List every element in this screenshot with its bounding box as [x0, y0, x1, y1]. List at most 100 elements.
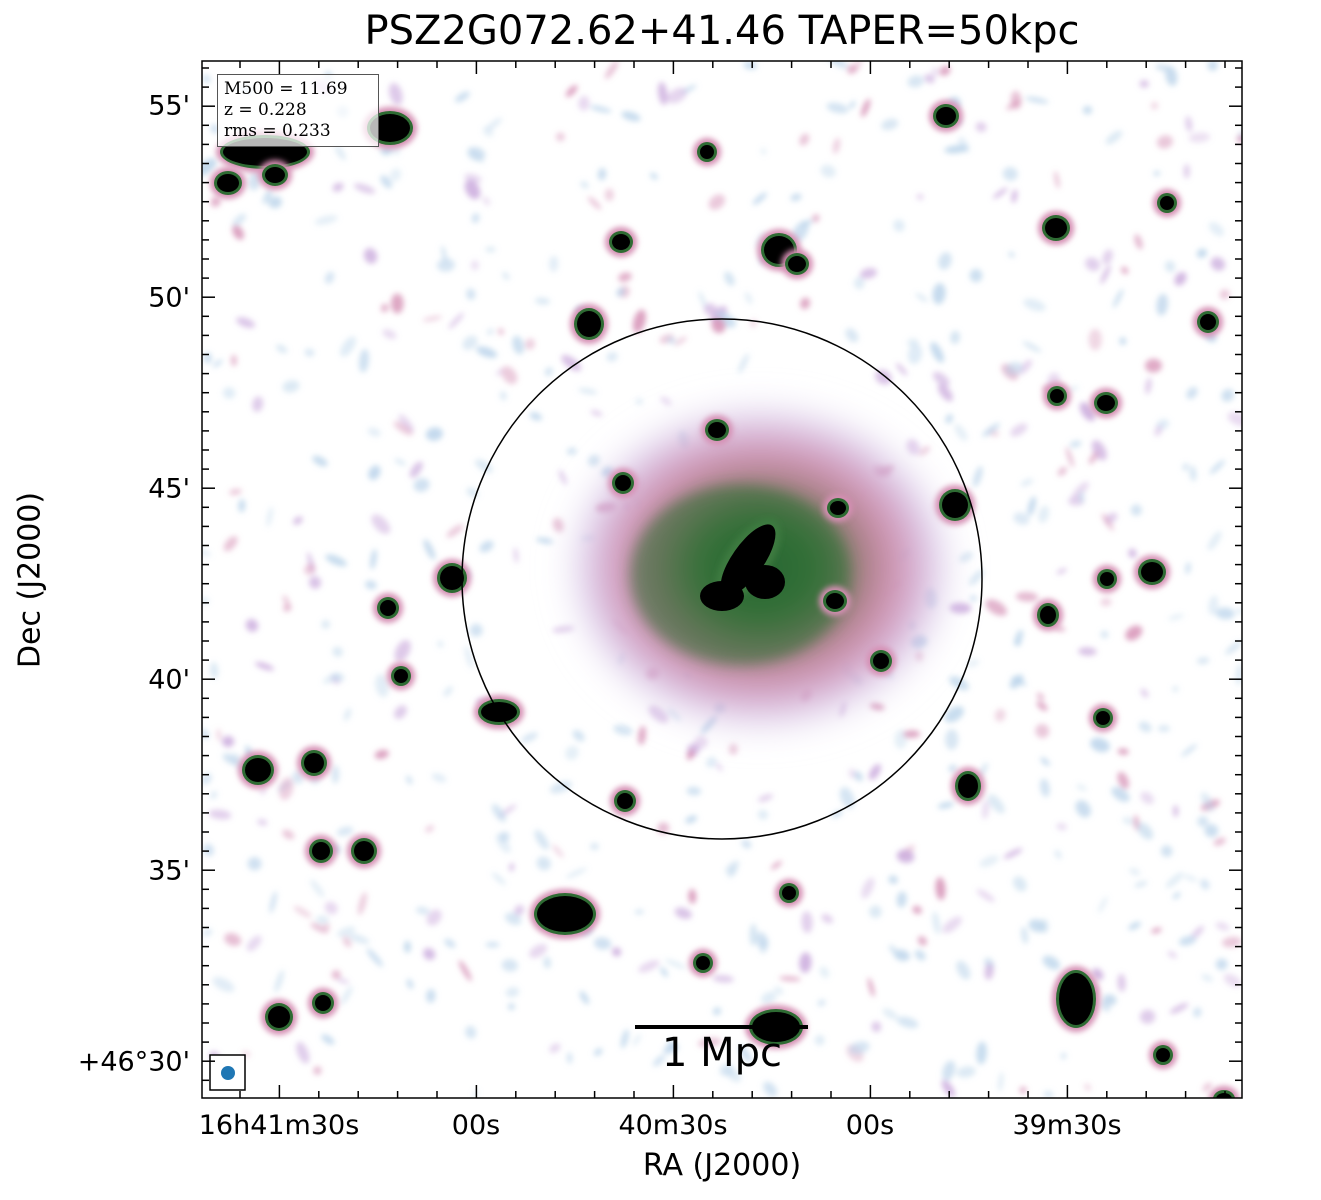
source-core	[612, 234, 630, 250]
noise-blob	[203, 843, 214, 857]
noise-blob	[711, 317, 726, 334]
noise-blob	[292, 770, 304, 785]
noise-blob	[976, 1041, 987, 1065]
noise-blob	[374, 749, 389, 760]
noise-blob	[1036, 701, 1048, 711]
noise-blob	[1207, 61, 1218, 71]
noise-blob	[353, 183, 376, 194]
noise-blob	[464, 179, 481, 200]
noise-blob	[1040, 918, 1049, 934]
noise-blob	[543, 956, 551, 969]
source-core	[1050, 389, 1064, 403]
noise-blob	[882, 1008, 898, 1020]
noise-blob	[616, 287, 625, 297]
noise-blob	[1011, 676, 1027, 686]
source-core	[577, 311, 601, 337]
noise-blob	[310, 879, 325, 898]
noise-blob	[208, 809, 232, 820]
noise-blob	[375, 674, 389, 698]
noise-blob	[405, 775, 413, 785]
source-core	[788, 256, 806, 272]
noise-blob	[988, 794, 1005, 814]
noise-blob	[1056, 568, 1067, 575]
noise-blob	[1100, 630, 1109, 639]
noise-blob	[1167, 951, 1178, 959]
noise-blob	[657, 81, 668, 106]
noise-blob	[1011, 189, 1018, 204]
noise-blob	[534, 829, 549, 850]
noise-blob	[1125, 625, 1143, 641]
noise-blob	[972, 465, 983, 488]
noise-blob	[984, 963, 994, 980]
noise-blob	[613, 724, 633, 736]
noise-blob	[1065, 447, 1074, 468]
source-core	[958, 774, 978, 798]
noise-blob	[1006, 100, 1021, 111]
noise-blob	[1186, 386, 1198, 400]
source-core	[696, 956, 710, 970]
noise-blob	[229, 488, 242, 495]
x-tick-label: 16h41m30s	[198, 1110, 360, 1141]
noise-blob	[1054, 849, 1062, 860]
noise-blob	[985, 599, 1008, 616]
x-tick-label: 00s	[451, 1110, 501, 1141]
noise-blob	[485, 942, 500, 948]
x-tick-label: 39m30s	[1012, 1110, 1122, 1141]
noise-blob	[422, 315, 443, 322]
noise-blob	[343, 707, 352, 722]
y-tick-label: 45'	[148, 473, 190, 505]
noise-blob	[357, 892, 367, 916]
noise-blob	[293, 905, 312, 918]
source-core	[217, 174, 239, 192]
noise-blob	[773, 986, 784, 995]
noise-blob	[512, 335, 524, 355]
noise-blob	[1197, 816, 1209, 827]
noise-blob	[948, 764, 957, 773]
noise-blob	[216, 728, 222, 741]
source-core	[304, 753, 324, 773]
noise-blob	[839, 787, 855, 809]
noise-blob	[409, 461, 423, 478]
noise-blob	[907, 344, 923, 365]
source-core	[312, 842, 330, 860]
info-box: M500 = 11.69 z = 0.228 rms = 0.233	[217, 74, 379, 147]
noise-blob	[331, 673, 345, 682]
noise-blob	[982, 422, 1000, 437]
noise-blob	[1091, 968, 1104, 981]
noise-blob	[1188, 132, 1211, 143]
noise-blob	[314, 215, 338, 225]
noise-blob	[222, 387, 236, 399]
noise-blob	[770, 860, 782, 870]
noise-blob	[502, 271, 510, 281]
noise-blob	[549, 780, 572, 794]
noise-blob	[1054, 171, 1060, 189]
image-area	[202, 61, 1242, 1098]
noise-blob	[744, 291, 753, 305]
noise-blob	[606, 351, 618, 362]
noise-blob	[726, 1068, 742, 1082]
noise-blob	[222, 735, 235, 748]
noise-blob	[1122, 817, 1135, 825]
noise-blob	[1139, 1009, 1156, 1024]
noise-blob	[1219, 289, 1230, 300]
noise-blob	[907, 75, 924, 88]
source-core	[1160, 196, 1174, 210]
noise-blob	[725, 860, 740, 874]
noise-blob	[685, 815, 698, 824]
noise-blob	[282, 829, 295, 840]
noise-blob	[458, 960, 472, 982]
noise-blob	[501, 366, 518, 385]
noise-blob	[738, 353, 749, 374]
noise-blob	[202, 158, 217, 176]
noise-blob	[1213, 837, 1226, 846]
noise-blob	[1082, 105, 1093, 115]
source-core	[830, 501, 846, 515]
noise-blob	[979, 855, 999, 868]
noise-blob	[589, 105, 612, 113]
noise-blob	[1128, 548, 1137, 559]
noise-blob	[491, 872, 506, 886]
noise-blob	[403, 940, 411, 953]
noise-blob	[1100, 265, 1111, 284]
noise-blob	[912, 905, 922, 915]
noise-blob	[1023, 298, 1046, 312]
